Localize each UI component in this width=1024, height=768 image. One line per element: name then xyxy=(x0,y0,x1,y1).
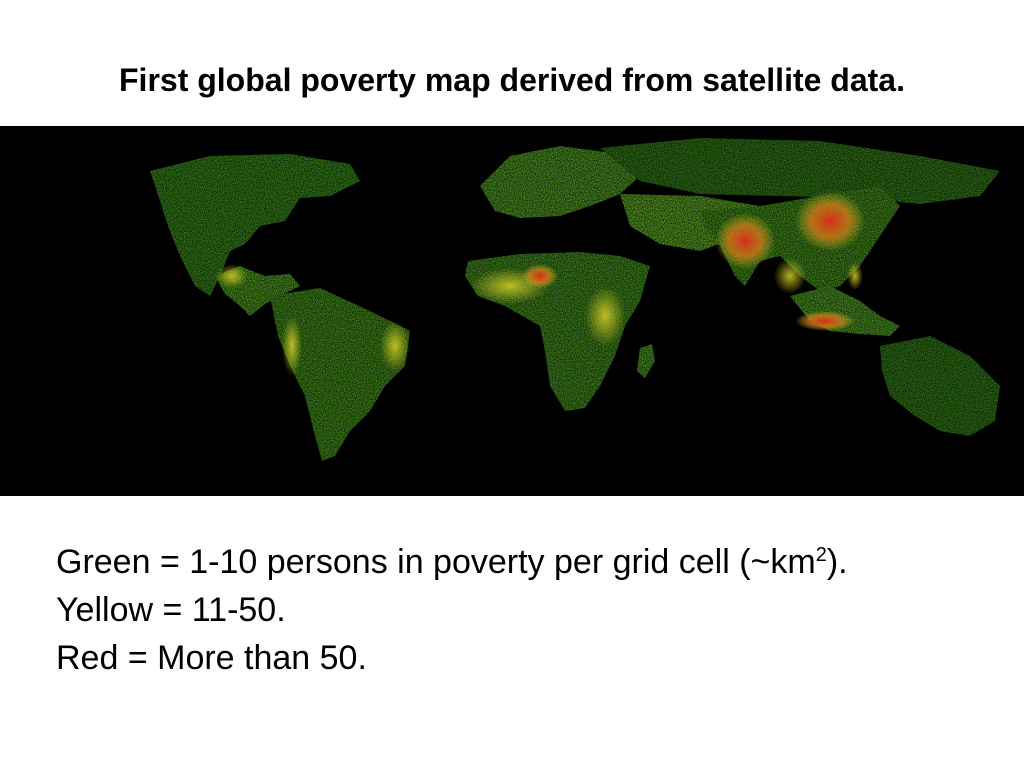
poverty-density-overlays xyxy=(216,191,865,376)
map-svg xyxy=(0,126,1024,496)
region-australia xyxy=(880,336,1000,436)
region-north-america xyxy=(150,154,360,296)
hotspot-mexico xyxy=(216,264,248,288)
hotspot-philippines xyxy=(847,262,863,290)
hotspot-china xyxy=(795,191,865,251)
page-title: First global poverty map derived from sa… xyxy=(119,62,905,98)
region-europe xyxy=(480,146,640,218)
region-south-america xyxy=(270,288,410,461)
legend-red: Red = More than 50. xyxy=(56,639,367,677)
hotspot-andes xyxy=(282,316,302,376)
region-north-asia xyxy=(600,138,1000,204)
legend-green-suffix: ). xyxy=(826,543,848,581)
hotspot-brazil-coast xyxy=(380,321,410,371)
hotspot-se-asia xyxy=(795,311,855,331)
legend-green: Green = 1-10 persons in poverty per grid… xyxy=(56,538,848,586)
hotspot-nigeria xyxy=(522,264,558,288)
legend-green-text: Green = 1-10 persons in poverty per grid… xyxy=(56,543,816,581)
region-madagascar xyxy=(637,344,655,378)
legend-yellow: Yellow = 11-50. xyxy=(56,591,286,629)
legend-green-superscript: 2 xyxy=(815,544,827,566)
hotspot-indochina xyxy=(774,258,806,294)
world-poverty-map xyxy=(0,126,1024,496)
hotspot-india xyxy=(715,213,775,269)
map-legend: Green = 1-10 persons in poverty per grid… xyxy=(56,538,848,682)
hotspot-east-africa xyxy=(585,286,625,346)
